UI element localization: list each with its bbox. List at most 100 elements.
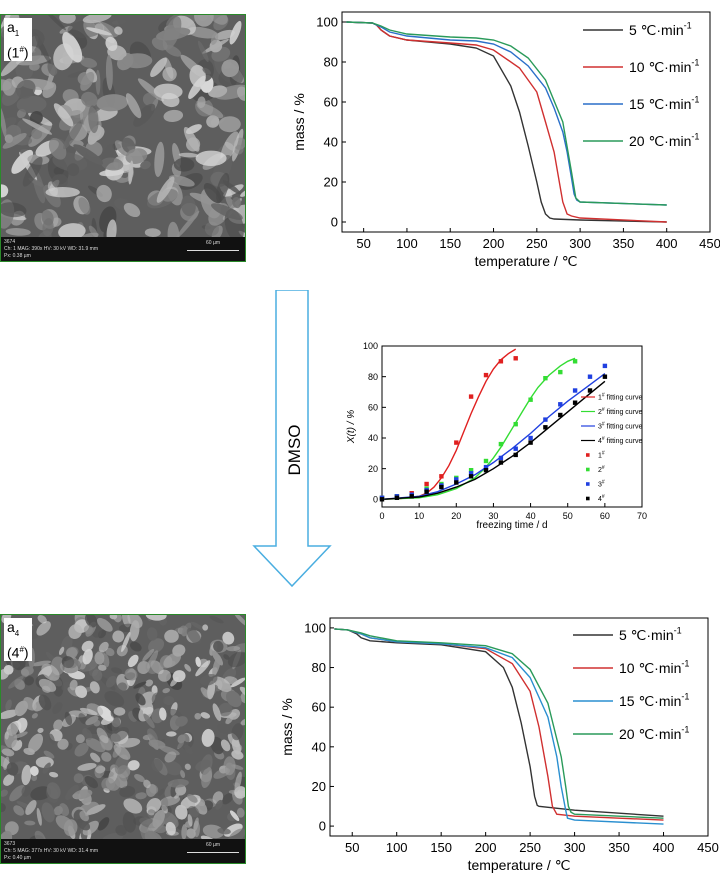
- sem-grain: [195, 656, 201, 668]
- sem-grain: [166, 731, 177, 737]
- sem-grain: [105, 54, 113, 91]
- sem-grain: [97, 817, 110, 831]
- down-arrow-icon: [252, 290, 332, 588]
- sem-grain: [61, 681, 70, 691]
- sem-grain: [150, 57, 168, 77]
- sem-grain: [105, 675, 117, 688]
- sem-grain: [221, 59, 240, 78]
- sem-grain: [52, 702, 63, 714]
- sem-grain: [94, 764, 105, 779]
- dmso-label: DMSO: [285, 425, 304, 476]
- series-line: [334, 628, 664, 819]
- sem-grain: [178, 152, 199, 158]
- x-tick-label: 150: [430, 840, 452, 855]
- x-axis-label: temperature / ℃: [468, 857, 571, 873]
- series-line: [346, 21, 667, 223]
- sem-grain: [51, 217, 62, 227]
- sem-grain: [236, 807, 245, 818]
- legend-point-label: 2#: [598, 465, 605, 474]
- sem-grain: [184, 744, 193, 755]
- sem-grain: [21, 764, 32, 786]
- sem-grain: [222, 179, 241, 195]
- sem-grain: [212, 703, 222, 722]
- plot-frame: [329, 617, 709, 837]
- x-tick-label: 10: [414, 511, 424, 521]
- x-tick-label: 100: [396, 236, 418, 251]
- x-axis-label: temperature / ℃: [475, 253, 578, 269]
- sem-grain: [187, 813, 193, 827]
- legend-fit-label: 3# fitting curve: [598, 422, 643, 431]
- sem-grain: [1, 789, 8, 797]
- sem-grain: [53, 103, 74, 127]
- legend-point-swatch: [586, 453, 590, 457]
- sem-grain: [181, 195, 196, 217]
- x-tick-label: 50: [356, 236, 370, 251]
- sem-grain: [142, 92, 156, 106]
- sem-grain: [186, 627, 202, 645]
- sem-grain: [101, 777, 116, 791]
- data-point: [543, 425, 548, 430]
- sem-grain: [164, 57, 174, 79]
- sem-grain: [122, 811, 137, 833]
- sem-grain: [194, 15, 214, 27]
- sem-grain: [209, 615, 224, 624]
- data-point: [528, 440, 533, 445]
- sem-grain: [142, 648, 155, 662]
- x-tick-label: 200: [475, 840, 497, 855]
- sem-grain: [135, 792, 147, 800]
- sem-grain: [163, 652, 182, 668]
- sem-grain: [29, 62, 40, 71]
- sem-grain: [63, 819, 78, 837]
- x-tick-label: 450: [699, 236, 720, 251]
- sem-grain: [167, 779, 189, 788]
- data-point: [379, 497, 385, 502]
- sem-grain: [167, 221, 180, 239]
- sem-grain: [114, 26, 123, 35]
- sem-grain: [151, 37, 168, 51]
- x-tick-label: 30: [488, 511, 498, 521]
- sem-grain: [164, 629, 179, 643]
- data-point: [558, 369, 563, 375]
- sem-info-params: Ch: 5 MAG: 377x HV: 30 kV WD: 31.4 mm: [4, 848, 99, 854]
- sem-grain: [224, 676, 238, 685]
- data-point: [483, 464, 489, 470]
- legend-point-label: 3#: [598, 480, 605, 489]
- sem-grain: [163, 760, 183, 776]
- sem-grain: [1, 755, 12, 769]
- sem-grain: [73, 773, 84, 784]
- sem-grain: [184, 663, 192, 672]
- sem-grain: [195, 660, 211, 677]
- sem-grain: [101, 716, 114, 726]
- sem-grain: [215, 799, 223, 810]
- sem-grain: [41, 802, 55, 823]
- sem-grain: [127, 654, 139, 668]
- sem-grain: [193, 820, 200, 838]
- sem-grain: [156, 176, 175, 203]
- sem-grain: [147, 728, 158, 744]
- sem-image-2: a4 (4#) 3673 Ch: 5 MAG: 377x HV: 30 kV W…: [0, 614, 246, 864]
- sem-grain: [202, 624, 209, 631]
- sem-grain: [231, 738, 241, 755]
- sem-grain: [88, 105, 99, 134]
- sem-grain: [148, 739, 166, 749]
- sem-grain: [74, 742, 89, 757]
- sem-grain: [151, 758, 163, 772]
- y-tick-label: 60: [368, 402, 378, 412]
- sem-grain: [231, 723, 244, 741]
- sem-grain: [140, 160, 151, 170]
- x-tick-label: 100: [386, 840, 408, 855]
- series-line: [346, 21, 667, 206]
- sem-grain: [105, 36, 118, 51]
- y-tick-label: 0: [373, 494, 378, 504]
- data-point: [468, 474, 474, 479]
- y-axis-label: mass / %: [279, 698, 295, 756]
- sem-grain: [84, 615, 98, 628]
- sem-grain: [41, 663, 60, 681]
- sem-grain: [222, 631, 235, 645]
- x-tick-label: 60: [600, 511, 610, 521]
- data-point: [394, 495, 400, 500]
- sem-grain: [68, 624, 83, 640]
- sem-grain: [75, 734, 85, 744]
- sem-grain: [187, 793, 198, 803]
- sem-grain: [98, 664, 107, 671]
